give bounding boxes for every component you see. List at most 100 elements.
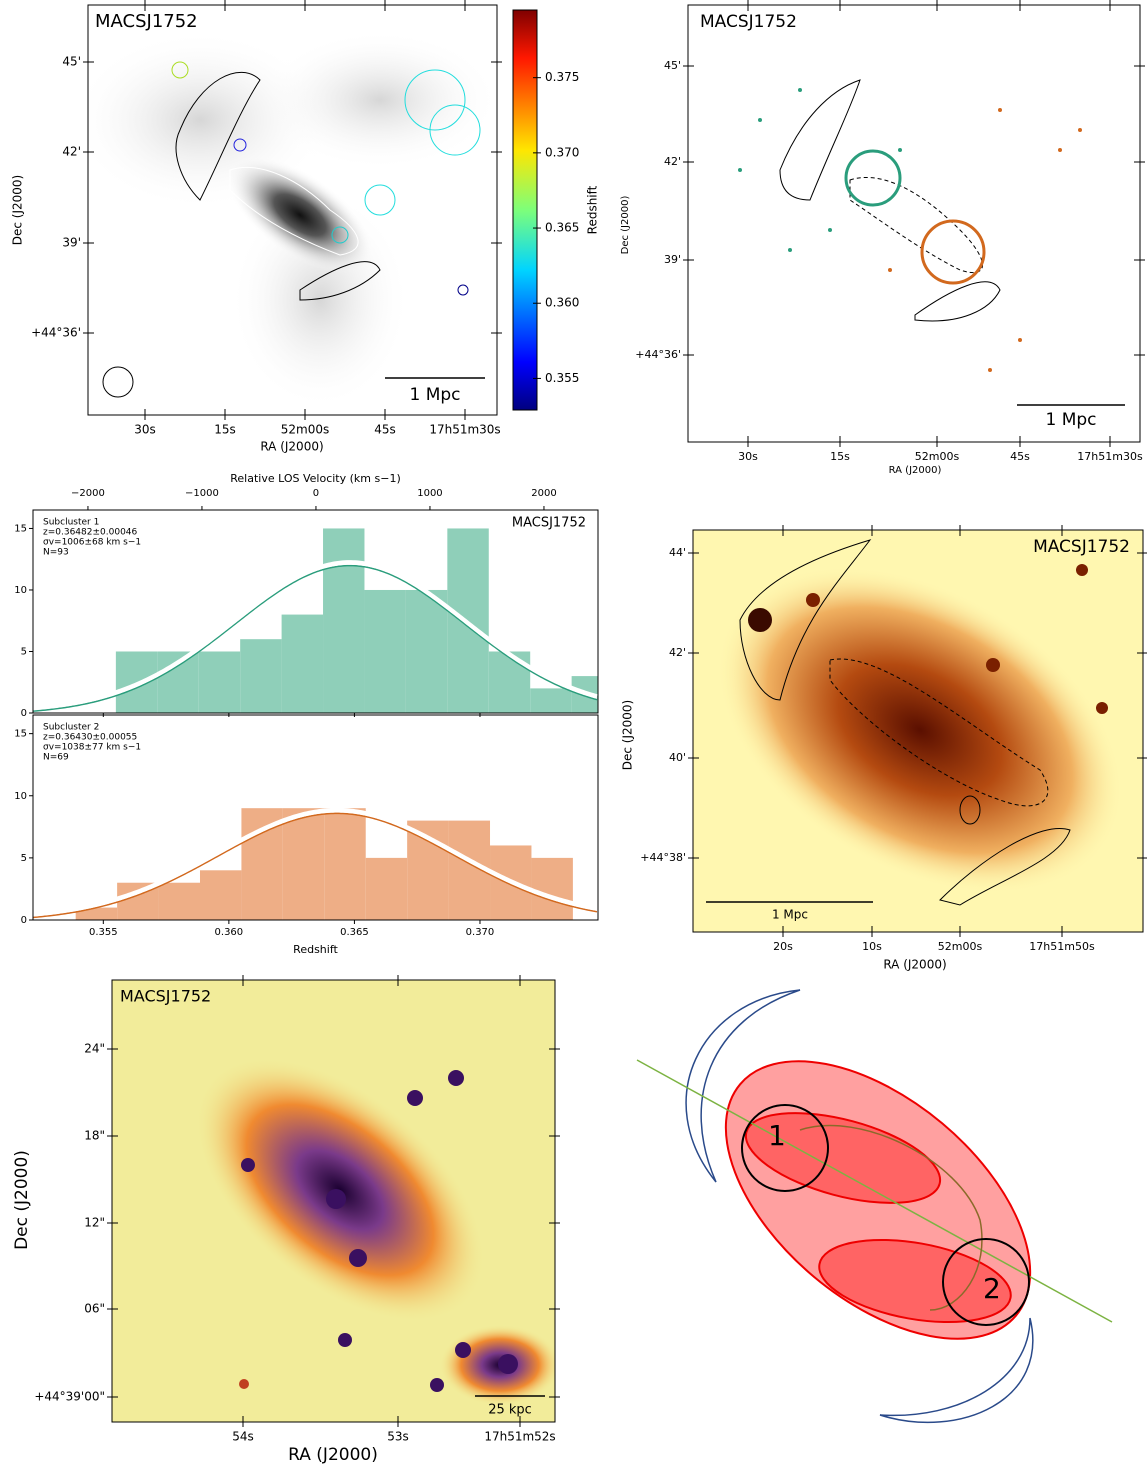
bar: [488, 651, 531, 713]
colorbar-tick-label: 0.370: [545, 145, 579, 159]
cluster-label: 1: [768, 1119, 786, 1152]
x2-tick-label: 1000: [417, 488, 442, 499]
member-image: [738, 79, 1082, 372]
y-tick-label: 45': [62, 55, 81, 69]
frame: [111, 979, 556, 1423]
plot-area: [33, 528, 598, 713]
annotation: Subcluster 1: [43, 518, 99, 528]
panel-title: MACSJ1752: [700, 12, 797, 32]
x-tick-label: 30s: [738, 450, 758, 463]
frame: [687, 4, 1141, 443]
bar: [198, 651, 241, 713]
x-tick-label: 52m00s: [281, 423, 329, 437]
x2-tick-label: 2000: [531, 488, 556, 499]
scale-label: 25 kpc: [488, 1403, 532, 1418]
y-axis-label: Dec (J2000): [11, 175, 25, 245]
bar: [530, 688, 572, 713]
fit-curve-white: [33, 811, 598, 917]
colorbar-tick-label: 0.355: [545, 371, 579, 385]
x-tick-label: 15s: [830, 450, 850, 463]
bar: [405, 589, 448, 713]
annotation: N=69: [43, 753, 69, 763]
x2-tick-label: −2000: [71, 488, 105, 499]
x-tick-label: 20s: [773, 940, 793, 953]
y-tick-label: 5: [21, 646, 27, 657]
x-axis-label: RA (J2000): [260, 440, 323, 454]
frame: [87, 4, 498, 416]
bar: [158, 882, 200, 920]
frame: [32, 714, 599, 921]
frame: [692, 529, 1144, 933]
x-axis-label: Redshift: [293, 943, 338, 956]
x-axis-label: RA (J2000): [288, 1445, 378, 1465]
x-tick-label: 0.365: [340, 927, 369, 938]
cluster-label: 2: [983, 1272, 1001, 1305]
y-tick-label: 39': [62, 236, 81, 250]
y-tick-label: 15: [14, 523, 27, 534]
annotation: σv=1006±68 km s−1: [43, 538, 141, 548]
bar: [282, 808, 325, 920]
panel-title: MACSJ1752: [1033, 537, 1130, 557]
y-tick-label: 44': [669, 546, 686, 559]
colorbar-tick-label: 0.375: [545, 70, 579, 84]
y-tick-label: +44°38': [640, 851, 686, 864]
y-tick-label: 42': [669, 646, 686, 659]
bar: [365, 857, 408, 920]
y-tick-label: 18": [84, 1129, 105, 1143]
x-tick-label: 17h51m30s: [429, 423, 500, 437]
x-tick-label: 45s: [374, 423, 396, 437]
merger-cartoon: 1 2: [636, 989, 1113, 1424]
bar: [364, 589, 406, 713]
x-tick-label: 52m00s: [915, 450, 960, 463]
y-tick-label: 45': [664, 59, 681, 72]
y-tick-label: +44°36': [31, 326, 81, 340]
y-axis-label: Dec (J2000): [620, 196, 631, 255]
y-tick-label: 10: [14, 585, 27, 596]
panel-title: MACSJ1752: [120, 987, 211, 1006]
colorbar: [512, 9, 538, 411]
x-tick-label: 30s: [134, 423, 156, 437]
scale-label: 1 Mpc: [409, 385, 460, 405]
scale-label: 1 Mpc: [1045, 410, 1096, 430]
bar: [199, 870, 242, 920]
fit-curve-outline: [33, 560, 598, 711]
scale-label: 1 Mpc: [772, 908, 808, 922]
y-tick-label: 42': [664, 155, 681, 168]
y-tick-label: 15: [14, 729, 27, 740]
annotation: σv=1038±77 km s−1: [43, 743, 141, 753]
bar: [324, 808, 366, 920]
x-tick-label: 45s: [1010, 450, 1030, 463]
annotation: Subcluster 2: [43, 723, 99, 733]
annotation: N=93: [43, 548, 69, 558]
x-tick-label: 0.355: [89, 927, 118, 938]
y-tick-label: 12": [84, 1216, 105, 1230]
x-tick-label: 0.370: [466, 927, 495, 938]
x-tick-label: 52m00s: [938, 940, 983, 953]
bar: [531, 857, 573, 920]
colorbar-tick-label: 0.360: [545, 296, 579, 310]
x-tick-label: 10s: [862, 940, 882, 953]
y-tick-label: 42': [62, 145, 81, 159]
x2-tick-label: −1000: [185, 488, 219, 499]
colorbar-tick-label: 0.365: [545, 221, 579, 235]
colorbar-label: Redshift: [586, 185, 600, 234]
y-axis-label: Dec (J2000): [12, 1150, 32, 1250]
y-tick-label: 40': [669, 751, 686, 764]
x-axis-label: RA (J2000): [889, 465, 942, 476]
x-tick-label: 53s: [387, 1430, 409, 1444]
y-tick-label: 39': [664, 253, 681, 266]
x-tick-label: 17h51m30s: [1077, 450, 1143, 463]
redshift-image: [88, 5, 497, 415]
fit-curve: [33, 564, 598, 712]
y-tick-label: 24": [84, 1042, 105, 1056]
x-tick-label: 17h51m50s: [1029, 940, 1095, 953]
xray-image: [693, 530, 1143, 932]
y-tick-label: 10: [14, 791, 27, 802]
bar: [323, 528, 365, 713]
fit-curve-white: [33, 563, 598, 711]
x-tick-label: 54s: [232, 1430, 254, 1444]
x-axis-label: RA (J2000): [883, 958, 946, 972]
y-tick-label: 0: [21, 708, 27, 719]
x-tick-label: 15s: [214, 423, 236, 437]
x-tick-label: 0.360: [215, 927, 244, 938]
